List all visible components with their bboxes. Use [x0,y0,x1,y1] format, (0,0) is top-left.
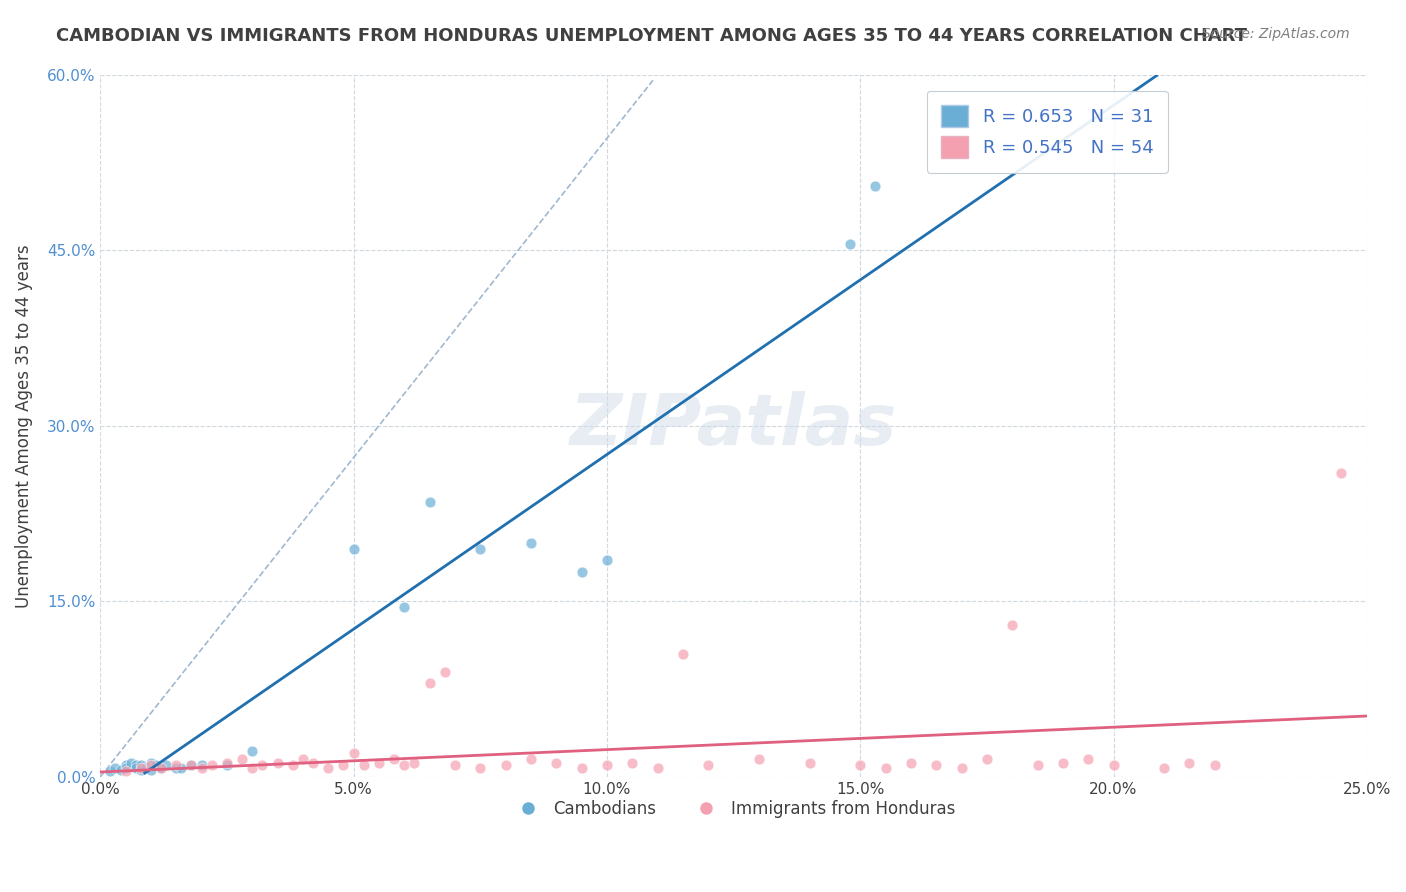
Point [170,760,193,774]
Point [1026,758,1049,772]
Point [145,758,167,772]
Point [1077,752,1099,766]
Point [342,747,364,761]
Legend: Cambodians, Immigrants from Honduras: Cambodians, Immigrants from Honduras [505,793,962,825]
Point [129,760,152,774]
Point [201,758,224,772]
Point [240,760,263,774]
Point [1330,466,1353,480]
Point [546,756,568,770]
Point [571,760,593,774]
Point [1102,758,1125,772]
Point [342,541,364,556]
Point [1178,756,1201,770]
Point [647,760,669,774]
Point [976,752,998,766]
Point [215,756,238,770]
Point [520,535,543,549]
Point [865,178,887,193]
Point [392,758,415,772]
Point [281,758,304,772]
Point [125,760,148,774]
Point [621,756,644,770]
Point [125,758,148,772]
Point [231,752,253,766]
Point [875,760,897,774]
Point [353,758,375,772]
Point [266,756,288,770]
Point [433,665,456,679]
Point [129,758,152,772]
Point [150,760,173,774]
Point [571,565,593,579]
Point [332,758,354,772]
Point [1153,760,1175,774]
Point [165,760,187,774]
Point [925,758,948,772]
Point [135,760,157,774]
Point [114,764,136,778]
Point [316,760,339,774]
Point [215,758,238,772]
Point [129,763,152,777]
Point [180,758,202,772]
Point [419,676,441,690]
Point [180,758,202,772]
Point [520,752,543,766]
Point [596,758,619,772]
Point [1001,617,1024,632]
Point [470,760,492,774]
Point [382,752,405,766]
Point [155,758,177,772]
Point [139,763,162,777]
Point [748,752,770,766]
Point [252,758,274,772]
Point [165,758,187,772]
Point [302,756,325,770]
Point [1204,758,1226,772]
Point [697,758,720,772]
Point [419,495,441,509]
Point [849,758,872,772]
Point [240,744,263,758]
Text: ZIPatlas: ZIPatlas [569,392,897,460]
Point [470,541,492,556]
Point [120,756,142,770]
Point [950,760,973,774]
Point [404,756,426,770]
Point [100,764,122,778]
Point [367,756,389,770]
Point [139,758,162,772]
Point [150,760,173,774]
Point [114,758,136,772]
Point [672,647,695,661]
Point [392,600,415,615]
Point [190,758,212,772]
Point [444,758,467,772]
Point [190,760,212,774]
Point [799,756,821,770]
Point [1052,756,1074,770]
Text: Source: ZipAtlas.com: Source: ZipAtlas.com [1202,27,1350,41]
Point [596,553,619,567]
Y-axis label: Unemployment Among Ages 35 to 44 years: Unemployment Among Ages 35 to 44 years [15,244,32,607]
Point [139,756,162,770]
Point [114,760,136,774]
Point [839,237,862,252]
Point [291,752,314,766]
Text: CAMBODIAN VS IMMIGRANTS FROM HONDURAS UNEMPLOYMENT AMONG AGES 35 TO 44 YEARS COR: CAMBODIAN VS IMMIGRANTS FROM HONDURAS UN… [56,27,1247,45]
Point [110,763,132,777]
Point [495,758,517,772]
Point [104,760,127,774]
Point [900,756,922,770]
